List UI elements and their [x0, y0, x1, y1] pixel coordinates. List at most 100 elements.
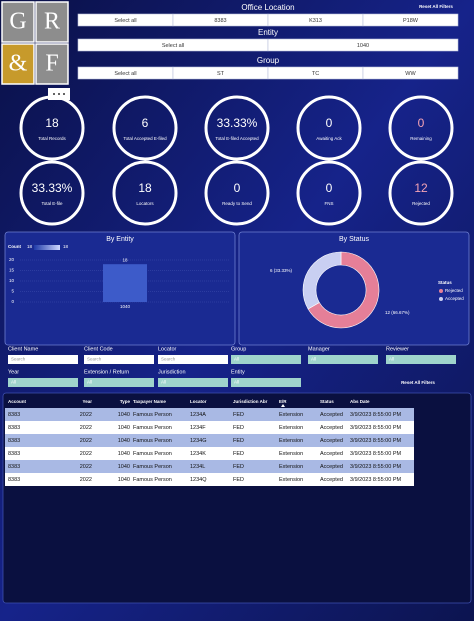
color-scale: [34, 245, 60, 250]
cell: 3/9/2023 8:55:00 PM: [350, 412, 401, 418]
kpi-ring: [388, 95, 454, 161]
kpi-value: 0: [234, 181, 241, 195]
cell: Extension: [279, 451, 303, 457]
cell: 1234G: [190, 438, 207, 444]
filter-dropdown[interactable]: [158, 378, 228, 387]
slicer-option-label: TC: [312, 71, 319, 77]
cell: 1040: [118, 425, 130, 431]
kpi-label: Total E-filed Accepted: [215, 136, 259, 141]
cell: FED: [233, 451, 244, 457]
cell: 3/9/2023 8:55:00 PM: [350, 425, 401, 431]
cell: Accepted: [320, 451, 343, 457]
table-row: [5, 473, 414, 486]
filter-value: All: [11, 380, 16, 385]
y-tick-label: 20: [9, 257, 15, 262]
filter-label: Entity: [231, 369, 245, 375]
filter-label: Manager: [308, 346, 330, 352]
cell: Famous Person: [133, 464, 172, 470]
kpi-ring: [296, 95, 362, 161]
legend-swatch: [439, 297, 443, 301]
dot: [63, 93, 65, 95]
cell: 2022: [80, 425, 92, 431]
kpi-label: Remaining: [410, 136, 432, 141]
column-header: Taxpayer Name: [133, 399, 166, 404]
kpi-value: 33.33%: [32, 181, 73, 195]
filter-dropdown[interactable]: [8, 355, 78, 364]
cell: FED: [233, 425, 244, 431]
logo-letter: F: [45, 51, 58, 77]
kpi-ring: [19, 95, 85, 161]
legend-swatch: [439, 289, 443, 293]
kpi-ring: [204, 95, 270, 161]
slicer-title: Group: [257, 56, 280, 65]
kpi-label: Total Records: [38, 136, 66, 141]
kpi-value: 18: [138, 181, 152, 195]
filter-value: Search: [161, 357, 176, 362]
cell: 1040: [118, 451, 130, 457]
cell: 3/9/2023 8:55:00 PM: [350, 438, 401, 444]
cell: Famous Person: [133, 451, 172, 457]
cell: 1234F: [190, 425, 206, 431]
cell: Extension: [279, 477, 303, 483]
slicer-option[interactable]: [362, 66, 459, 80]
data-label: 6 (33.33%): [270, 268, 293, 273]
slicer-option-label: Select all: [162, 43, 184, 49]
table-row: [5, 434, 414, 447]
filter-dropdown[interactable]: [308, 355, 378, 364]
filter-dropdown[interactable]: [84, 355, 154, 364]
kpi-label: Ready to Send: [222, 201, 252, 206]
filter-label: Year: [8, 369, 19, 375]
filter-dropdown[interactable]: [84, 378, 154, 387]
cell: 1234L: [190, 464, 205, 470]
filter-label: Extension / Return: [84, 369, 129, 375]
column-header: E/R: [279, 399, 287, 404]
kpi-value: 6: [142, 116, 149, 130]
column-header: Type: [120, 399, 131, 404]
cell: Accepted: [320, 464, 343, 470]
filter-dropdown[interactable]: [231, 355, 301, 364]
filter-dropdown[interactable]: [158, 355, 228, 364]
cell: 8383: [8, 412, 20, 418]
column-header: Abs Date: [350, 399, 370, 404]
slicer-option-label: 1040: [357, 43, 369, 49]
column-header: Year: [82, 399, 92, 404]
filter-dropdown[interactable]: [386, 355, 456, 364]
filter-dropdown[interactable]: [231, 378, 301, 387]
cell: 8383: [8, 438, 20, 444]
slicer-option-label: Select all: [114, 71, 136, 77]
kpi-ring: [19, 160, 85, 226]
cell: Extension: [279, 425, 303, 431]
slicer-option-label: P18W: [403, 18, 419, 24]
x-tick-label: 1040: [120, 304, 131, 309]
chart-title: By Entity: [106, 236, 134, 243]
cell: 8383: [8, 477, 20, 483]
kpi-value: 33.33%: [217, 116, 258, 130]
filter-dropdown[interactable]: [8, 378, 78, 387]
table-row: [5, 447, 414, 460]
logo-tile: [1, 1, 35, 43]
kpi-label: Total E-file: [41, 201, 63, 206]
table-row: [5, 408, 414, 421]
slicer-option[interactable]: [267, 38, 459, 52]
filter-label: Jurisdiction: [158, 369, 186, 375]
kpi-label: Total Accepted E-filed: [123, 136, 167, 141]
cell: 3/9/2023 8:55:00 PM: [350, 451, 401, 457]
cell: Extension: [279, 464, 303, 470]
cell: 1040: [118, 412, 130, 418]
slicer-option[interactable]: [362, 13, 459, 27]
cell: FED: [233, 438, 244, 444]
dot: [58, 93, 60, 95]
cell: 1040: [118, 477, 130, 483]
y-tick-label: 0: [11, 299, 14, 304]
cell: FED: [233, 412, 244, 418]
slicer-title: Entity: [258, 28, 278, 37]
cell: 1040: [118, 438, 130, 444]
column-header: Status: [320, 399, 334, 404]
cell: 8383: [8, 464, 20, 470]
cell: Accepted: [320, 412, 343, 418]
table-row: [5, 421, 414, 434]
logo-tile: [35, 43, 69, 85]
slicer-option-label: Select all: [114, 18, 136, 24]
cell: Famous Person: [133, 425, 172, 431]
legend-label: Rejected: [445, 288, 463, 293]
